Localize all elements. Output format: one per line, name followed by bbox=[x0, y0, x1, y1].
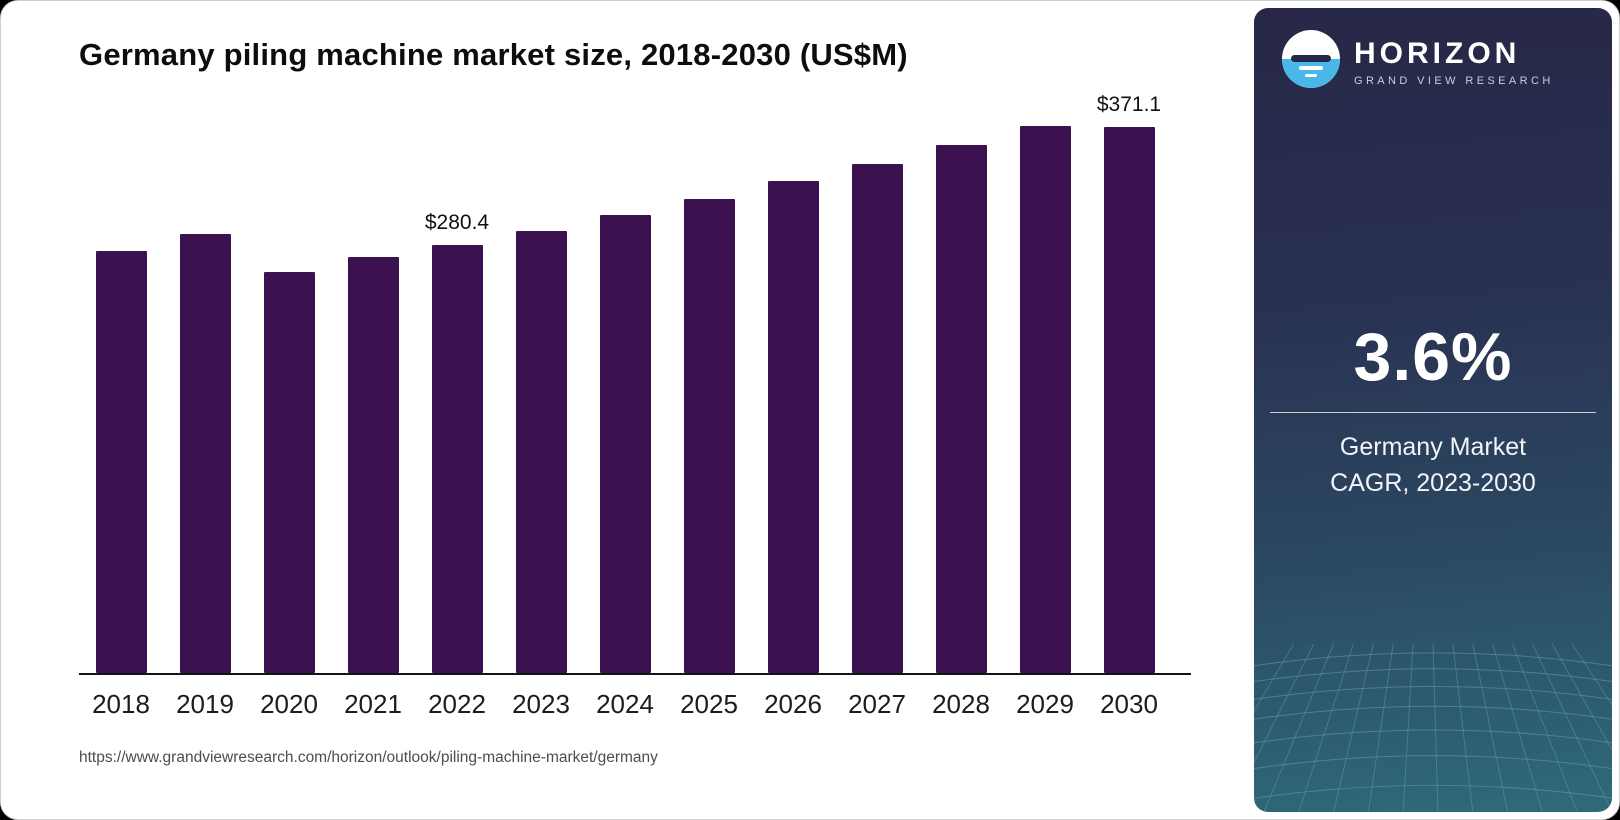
bar-column bbox=[163, 93, 247, 673]
chart-title: Germany piling machine market size, 2018… bbox=[79, 37, 908, 72]
bar-2027 bbox=[851, 163, 903, 673]
bar-column bbox=[667, 93, 751, 673]
bar-2020 bbox=[263, 271, 315, 673]
bar-column bbox=[79, 93, 163, 673]
bar-2028 bbox=[935, 145, 987, 673]
bar-2030 bbox=[1103, 127, 1155, 673]
bar-column bbox=[331, 93, 415, 673]
mesh-pattern bbox=[1254, 644, 1612, 812]
x-tick-label: 2027 bbox=[848, 689, 906, 719]
cagr-divider bbox=[1270, 412, 1596, 413]
bar-2023 bbox=[515, 230, 567, 673]
bar-2018 bbox=[95, 251, 147, 673]
brand-name: HORIZON bbox=[1354, 36, 1521, 70]
bar-column bbox=[751, 93, 835, 673]
x-axis-labels: 2018 2019 2020 2021 2022 2023 2024 2025 2026 2027… bbox=[79, 689, 1171, 720]
brand-text: HORIZON GRAND VIEW RESEARCH bbox=[1354, 37, 1554, 87]
bar-2022 bbox=[431, 245, 483, 673]
x-tick-label: 2018 bbox=[92, 689, 150, 719]
plot-area: $280.4 $371.1 bbox=[79, 93, 1171, 673]
x-tick-label: 2026 bbox=[764, 689, 822, 719]
bar-2025 bbox=[683, 198, 735, 673]
bar-column bbox=[835, 93, 919, 673]
bar-2029 bbox=[1019, 126, 1071, 673]
bar-column bbox=[919, 93, 1003, 673]
bar-column bbox=[583, 93, 667, 673]
bar-column: $371.1 bbox=[1087, 93, 1171, 673]
cagr-value: 3.6% bbox=[1353, 319, 1513, 395]
x-tick-label: 2024 bbox=[596, 689, 654, 719]
bar-2024 bbox=[599, 215, 651, 673]
x-tick-label: 2019 bbox=[176, 689, 234, 719]
x-tick-label: 2025 bbox=[680, 689, 738, 719]
x-tick-label: 2023 bbox=[512, 689, 570, 719]
bar-2021 bbox=[347, 256, 399, 673]
x-axis-line bbox=[79, 673, 1191, 675]
bar-column bbox=[499, 93, 583, 673]
source-url: https://www.grandviewresearch.com/horizo… bbox=[79, 749, 658, 766]
bar-2019 bbox=[179, 234, 231, 673]
x-tick-label: 2028 bbox=[932, 689, 990, 719]
brand-panel: HORIZON GRAND VIEW RESEARCH 3.6% Germany… bbox=[1254, 8, 1612, 812]
bar-column bbox=[247, 93, 331, 673]
cagr-caption: Germany Market CAGR, 2023-2030 bbox=[1254, 430, 1612, 501]
x-tick-label: 2030 bbox=[1100, 689, 1158, 719]
x-tick-label: 2020 bbox=[260, 689, 318, 719]
brand-logo: HORIZON GRAND VIEW RESEARCH bbox=[1282, 30, 1554, 93]
x-tick-label: 2022 bbox=[428, 689, 486, 719]
bar-column: $280.4 bbox=[415, 93, 499, 673]
x-tick-label: 2021 bbox=[344, 689, 402, 719]
caption-line1: Germany Market bbox=[1339, 433, 1527, 461]
x-tick-label: 2029 bbox=[1016, 689, 1074, 719]
bar-value-label: $280.4 bbox=[424, 211, 490, 234]
caption-line2: CAGR, 2023-2030 bbox=[1330, 468, 1536, 497]
brand-subtitle: GRAND VIEW RESEARCH bbox=[1354, 74, 1554, 87]
bar-column bbox=[1003, 93, 1087, 673]
bar-value-label: $371.1 bbox=[1096, 93, 1162, 116]
horizon-logo-icon bbox=[1282, 30, 1340, 93]
bar-2026 bbox=[767, 181, 819, 673]
